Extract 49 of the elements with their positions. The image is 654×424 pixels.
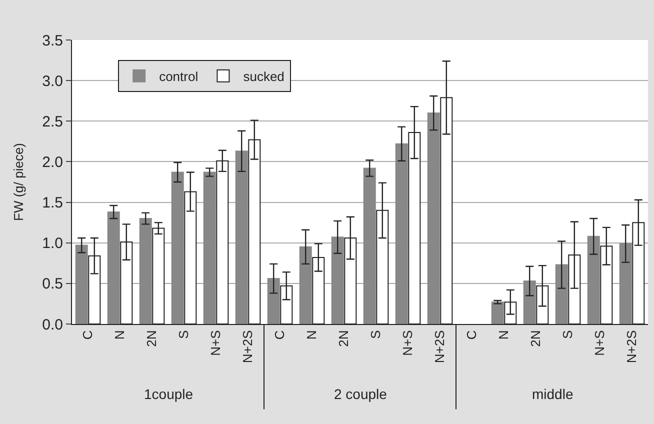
bar bbox=[203, 172, 216, 324]
y-tick-label: 2.0 bbox=[42, 154, 63, 171]
bar bbox=[107, 212, 120, 324]
x-tick-label: 2N bbox=[336, 330, 352, 347]
y-tick-label: 3.0 bbox=[42, 72, 63, 90]
bar bbox=[395, 143, 408, 324]
bar bbox=[523, 280, 536, 324]
bar bbox=[427, 112, 440, 324]
bar bbox=[587, 236, 600, 324]
legend-label: control bbox=[159, 68, 198, 84]
bar bbox=[555, 264, 568, 324]
bar bbox=[299, 246, 312, 324]
x-tick-label: N+S bbox=[400, 330, 416, 356]
bar bbox=[235, 150, 248, 324]
text: 1couple bbox=[144, 386, 194, 402]
x-tick-label: N bbox=[304, 330, 320, 340]
x-tick-label: S bbox=[176, 330, 192, 339]
y-tick-label: 1.0 bbox=[42, 235, 63, 252]
bar bbox=[171, 172, 184, 324]
x-tick-label: N+S bbox=[592, 330, 608, 356]
y-tick-label: 2.5 bbox=[42, 113, 63, 130]
y-axis-title: FW (g/ piece) bbox=[11, 142, 26, 222]
x-tick-label: C bbox=[272, 330, 288, 340]
y-tick-label: 1.5 bbox=[42, 194, 63, 212]
x-tick-label: N bbox=[496, 330, 512, 340]
x-tick-label: S bbox=[368, 330, 384, 339]
x-tick-label: N+2S bbox=[624, 330, 640, 364]
y-tick-label: 0.5 bbox=[42, 276, 63, 293]
bar bbox=[363, 168, 376, 324]
x-tick-label: 2N bbox=[528, 330, 544, 347]
x-tick-label: C bbox=[464, 330, 480, 340]
legend-label: sucked bbox=[243, 68, 284, 84]
bar bbox=[267, 278, 280, 324]
x-tick-label: S bbox=[560, 330, 576, 339]
x-tick-label: N+S bbox=[208, 330, 224, 356]
x-tick-label: 2N bbox=[144, 330, 160, 347]
y-tick-label: 0.0 bbox=[42, 316, 63, 334]
text: 2 couple bbox=[334, 386, 388, 402]
bar bbox=[331, 236, 344, 324]
y-tick-label: 3.5 bbox=[42, 32, 63, 50]
bar bbox=[491, 302, 504, 324]
text: middle bbox=[532, 386, 574, 402]
x-tick-label: N+2S bbox=[432, 330, 448, 364]
x-tick-label: N bbox=[112, 330, 128, 340]
bar bbox=[139, 218, 152, 324]
x-tick-label: C bbox=[80, 330, 96, 340]
bar bbox=[619, 243, 632, 324]
x-tick-label: N+2S bbox=[240, 330, 256, 364]
bar bbox=[75, 244, 88, 324]
